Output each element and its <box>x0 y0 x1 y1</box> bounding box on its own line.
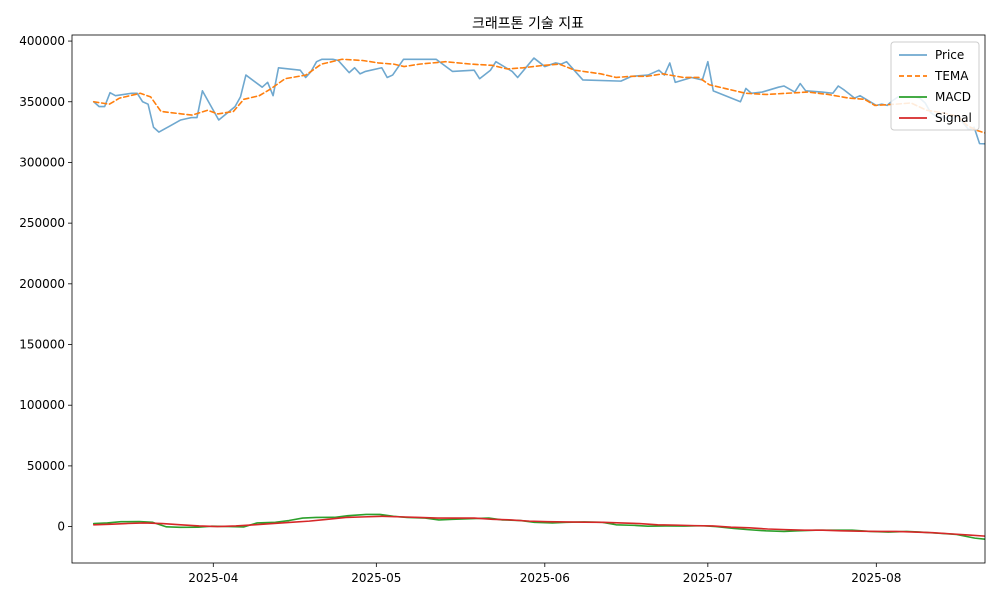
y-tick-label: 0 <box>57 520 65 534</box>
y-tick-label: 100000 <box>19 398 65 412</box>
x-tick-label: 2025-07 <box>683 571 733 585</box>
legend: Price TEMA MACD Signal <box>890 41 980 131</box>
x-tick-label: 2025-05 <box>351 571 401 585</box>
y-tick-label: 400000 <box>19 34 65 48</box>
y-tick-label: 200000 <box>19 277 65 291</box>
y-tick-label: 350000 <box>19 95 65 109</box>
legend-label-signal: Signal <box>935 111 972 125</box>
legend-label-tema: TEMA <box>934 69 969 83</box>
y-tick-label: 150000 <box>19 338 65 352</box>
y-tick-label: 300000 <box>19 155 65 169</box>
chart-title: 크래프톤 기술 지표 <box>472 16 584 32</box>
x-tick-label: 2025-08 <box>851 571 901 585</box>
y-tick-label: 250000 <box>19 216 65 230</box>
x-tick-label: 2025-06 <box>520 571 570 585</box>
axes: 0 50000 100000 150000 200000 250000 300000 3500… <box>19 34 986 585</box>
legend-label-macd: MACD <box>935 90 971 104</box>
legend-label-price: Price <box>935 48 964 62</box>
series-line-signal <box>92 515 985 537</box>
x-tick-label: 2025-04 <box>188 571 238 585</box>
legend-box <box>890 41 980 131</box>
axes-frame <box>71 34 986 564</box>
y-tick-label: 50000 <box>27 459 65 473</box>
